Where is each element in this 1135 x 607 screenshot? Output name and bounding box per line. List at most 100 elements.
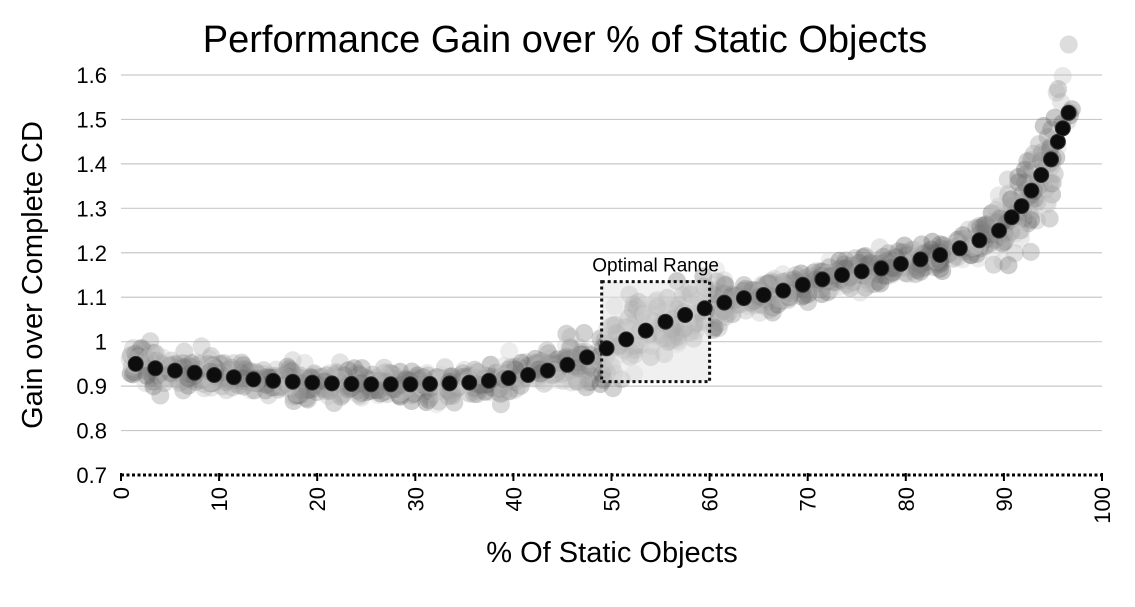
mean-point xyxy=(363,376,380,393)
y-tick-label: 1.5 xyxy=(76,107,107,132)
scatter-point xyxy=(931,259,949,278)
scatter-point xyxy=(820,258,839,277)
optimal-range-box xyxy=(600,280,712,384)
scatter-point xyxy=(1024,144,1043,163)
scatter-point xyxy=(716,276,735,295)
scatter-point xyxy=(562,373,581,392)
scatter-point xyxy=(1053,67,1072,85)
scatter-point xyxy=(557,324,576,343)
scatter-point xyxy=(234,356,253,375)
scatter-point xyxy=(1047,83,1066,102)
scatter-point xyxy=(983,242,1002,261)
scatter-point xyxy=(760,301,779,319)
scatter-point xyxy=(993,252,1012,271)
scatter-point xyxy=(1038,195,1057,214)
mean-point xyxy=(559,356,576,373)
x-tick-label: 20 xyxy=(305,487,330,511)
scatter-point xyxy=(429,392,448,411)
scatter-point xyxy=(217,381,236,400)
scatter-point xyxy=(1027,211,1046,230)
scatter-point xyxy=(830,251,849,270)
scatter-point xyxy=(864,275,883,294)
scatter-point xyxy=(526,349,545,368)
scatter-point xyxy=(581,365,600,384)
scatter-point xyxy=(582,365,601,384)
mean-point xyxy=(1060,104,1077,121)
scatter-point xyxy=(345,359,364,378)
scatter-point xyxy=(297,389,316,408)
scatter-point xyxy=(155,374,174,392)
scatter-point xyxy=(818,283,837,302)
mean-point xyxy=(402,376,419,393)
scatter-point xyxy=(560,339,579,358)
scatter-point xyxy=(291,386,310,405)
scatter-point xyxy=(541,349,560,368)
scatter-point xyxy=(959,220,978,239)
scatter-point xyxy=(132,339,151,358)
scatter-point xyxy=(836,251,855,270)
scatter-point xyxy=(1019,214,1038,233)
y-tick-label: 0.9 xyxy=(76,374,107,399)
scatter-point xyxy=(421,389,440,407)
scatter-point xyxy=(1036,180,1055,199)
scatter-point xyxy=(999,184,1018,203)
mean-point xyxy=(422,375,438,392)
scatter-point xyxy=(1016,165,1035,184)
scatter-point xyxy=(856,247,875,265)
scatter-point xyxy=(1009,167,1028,186)
mean-point xyxy=(579,349,595,366)
mean-point xyxy=(892,255,909,272)
scatter-point xyxy=(491,384,510,403)
scatter-point xyxy=(556,336,575,355)
mean-point xyxy=(1049,133,1066,150)
x-tick-label: 30 xyxy=(403,487,428,511)
scatter-point xyxy=(820,251,839,270)
mean-point xyxy=(147,360,164,377)
scatter-point xyxy=(350,386,369,405)
mean-point xyxy=(1054,120,1071,137)
scatter-point xyxy=(144,377,163,396)
scatter-point xyxy=(332,386,351,405)
scatter-point xyxy=(906,265,925,284)
scatter-point xyxy=(768,295,787,314)
x-tick-label: 0 xyxy=(109,487,134,499)
scatter-point xyxy=(735,276,753,295)
mean-point xyxy=(814,271,831,288)
mean-point xyxy=(971,232,988,249)
mean-point xyxy=(873,260,890,277)
scatter-point xyxy=(331,353,350,372)
mean-point xyxy=(167,362,183,379)
scatter-point xyxy=(124,339,143,357)
mean-point xyxy=(323,375,340,392)
x-tick-label: 70 xyxy=(796,487,821,511)
scatter-point xyxy=(280,359,299,378)
scatter-point xyxy=(580,373,599,392)
scatter-point xyxy=(391,362,410,381)
scatter-point xyxy=(716,308,735,326)
gridlines xyxy=(121,74,1102,432)
scatter-point xyxy=(259,386,278,405)
scatter-point xyxy=(851,283,869,302)
scatter-point xyxy=(131,339,150,358)
x-tick-label: 40 xyxy=(501,487,526,511)
scatter-point xyxy=(750,303,769,322)
scatter-point xyxy=(1044,173,1063,192)
scatter-point xyxy=(417,393,436,412)
x-tick-label: 90 xyxy=(992,487,1017,511)
scatter-point xyxy=(1040,209,1059,228)
mean-point xyxy=(794,276,811,293)
scatter-point xyxy=(871,274,890,293)
x-tick-labels: 0 10 20 30 40 50 60 70 80 90 100 xyxy=(109,487,1115,524)
mean-point xyxy=(677,307,694,323)
scatter-point xyxy=(970,216,989,235)
scatter-point xyxy=(402,392,421,411)
scatter-point xyxy=(202,378,221,397)
scatter-point xyxy=(1029,135,1048,154)
scatter-point xyxy=(953,226,972,245)
scatter-point xyxy=(500,382,519,401)
scatter-point xyxy=(998,186,1017,205)
scatter-point xyxy=(539,344,558,363)
scatter-point xyxy=(763,298,782,317)
scatter-point xyxy=(715,275,734,294)
